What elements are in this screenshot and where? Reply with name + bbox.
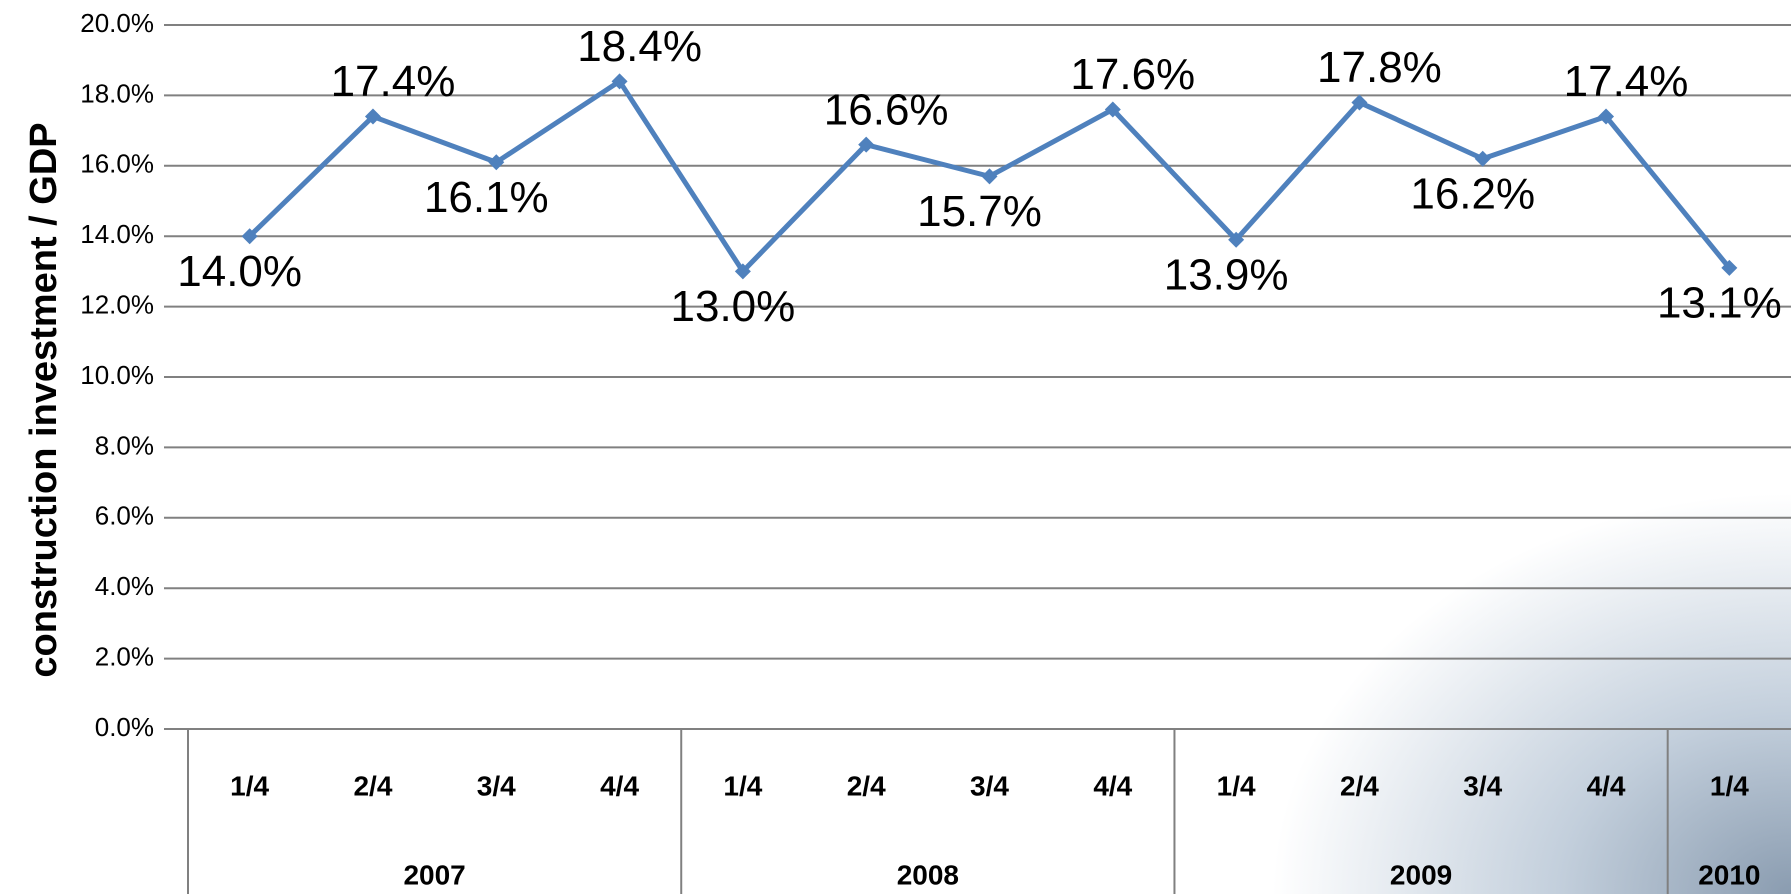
y-axis-label: construction investment / GDP: [23, 122, 65, 677]
x-tick-label: 1/4: [723, 770, 762, 801]
y-tick-label: 6.0%: [95, 501, 154, 531]
data-label: 13.0%: [671, 282, 796, 331]
x-tick-label: 3/4: [970, 770, 1009, 801]
x-tick-label: 2/4: [1340, 770, 1379, 801]
x-tick-label: 3/4: [477, 770, 516, 801]
y-tick-label: 4.0%: [95, 571, 154, 601]
y-tick-label: 2.0%: [95, 641, 154, 671]
x-tick-label: 1/4: [1710, 770, 1749, 801]
x-tick-label: 1/4: [1217, 770, 1256, 801]
group-label: 2007: [403, 859, 465, 890]
data-label: 17.4%: [1564, 57, 1689, 106]
y-tick-label: 8.0%: [95, 430, 154, 460]
y-tick-label: 16.0%: [80, 149, 154, 179]
data-label: 17.4%: [331, 57, 456, 106]
group-label: 2008: [897, 859, 959, 890]
background-image: [1100, 360, 1791, 894]
y-tick-label: 18.0%: [80, 78, 154, 108]
data-label: 15.7%: [917, 187, 1042, 236]
y-tick-label: 0.0%: [95, 712, 154, 742]
y-tick-label: 10.0%: [80, 360, 154, 390]
y-tick-label: 12.0%: [80, 289, 154, 319]
data-label: 13.1%: [1657, 279, 1782, 328]
chart: construction investment / GDP 0.0% 2.0% 4.…: [0, 0, 1791, 894]
data-label: 16.6%: [824, 85, 949, 134]
data-label: 14.0%: [177, 247, 302, 296]
y-tick-label: 20.0%: [80, 8, 154, 38]
x-tick-label: 4/4: [600, 770, 639, 801]
data-label: 16.2%: [1410, 169, 1535, 218]
y-tick-label: 14.0%: [80, 219, 154, 249]
data-label: 18.4%: [577, 22, 702, 71]
x-tick-label: 2/4: [353, 770, 392, 801]
data-label: 17.6%: [1070, 50, 1195, 99]
group-label: 2010: [1698, 859, 1760, 890]
x-tick-label: 4/4: [1093, 770, 1132, 801]
x-tick-label: 4/4: [1587, 770, 1626, 801]
group-label: 2009: [1390, 859, 1452, 890]
marker: [1475, 151, 1491, 167]
x-tick-label: 1/4: [230, 770, 269, 801]
data-label: 17.8%: [1317, 43, 1442, 92]
data-label: 16.1%: [424, 173, 549, 222]
x-tick-label: 3/4: [1463, 770, 1502, 801]
data-label: 13.9%: [1164, 250, 1289, 299]
x-tick-label: 2/4: [847, 770, 886, 801]
